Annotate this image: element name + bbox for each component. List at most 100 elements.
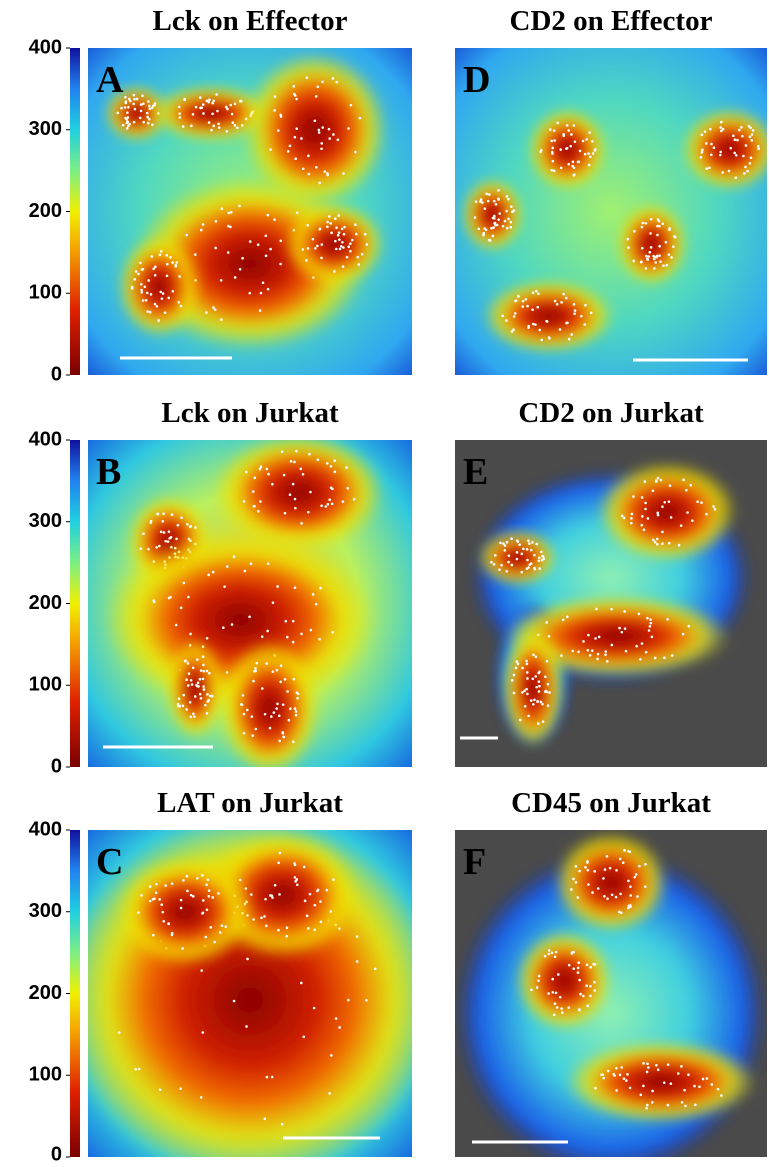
localization-dot bbox=[295, 127, 298, 130]
localization-dot bbox=[294, 876, 297, 879]
localization-dot bbox=[159, 291, 162, 294]
localization-dot bbox=[537, 292, 540, 295]
localization-dot bbox=[180, 907, 183, 910]
localization-dot bbox=[170, 536, 173, 539]
localization-dot bbox=[595, 608, 598, 611]
localization-dot bbox=[623, 610, 626, 613]
colorbar-tick-label: 100 bbox=[29, 1064, 62, 1086]
localization-dot bbox=[516, 558, 519, 561]
localization-dot bbox=[132, 103, 135, 106]
localization-dot bbox=[667, 1063, 670, 1066]
localization-dot bbox=[745, 144, 748, 147]
localization-dot bbox=[226, 108, 229, 111]
localization-dot bbox=[317, 459, 320, 462]
localization-dot bbox=[550, 140, 553, 143]
localization-dot bbox=[178, 697, 181, 700]
localization-dot bbox=[151, 124, 154, 127]
localization-dot bbox=[278, 893, 281, 896]
localization-dot bbox=[304, 900, 307, 903]
heatmap: B bbox=[88, 433, 412, 777]
localization-dot bbox=[561, 1011, 564, 1014]
localization-dot bbox=[274, 95, 277, 98]
localization-dot bbox=[203, 670, 206, 673]
localization-dot bbox=[307, 927, 310, 930]
localization-dot bbox=[720, 1094, 723, 1097]
localization-dot bbox=[253, 477, 256, 480]
localization-dot bbox=[494, 222, 497, 225]
localization-dot bbox=[315, 166, 318, 169]
localization-dot bbox=[265, 925, 268, 928]
localization-dot bbox=[719, 151, 722, 154]
localization-dot bbox=[593, 989, 596, 992]
panel-title: Lck on Effector bbox=[153, 5, 348, 37]
localization-dot bbox=[159, 1088, 162, 1091]
localization-dot bbox=[260, 465, 263, 468]
localization-dot bbox=[577, 896, 580, 899]
localization-dot bbox=[663, 1081, 666, 1084]
localization-dot bbox=[611, 644, 614, 647]
localization-dot bbox=[520, 571, 523, 574]
localization-dot bbox=[644, 885, 647, 888]
localization-dot bbox=[534, 568, 537, 571]
localization-dot bbox=[295, 98, 298, 101]
localization-dot bbox=[211, 896, 214, 899]
localization-dot bbox=[577, 161, 580, 164]
localization-dot bbox=[141, 268, 144, 271]
localization-dot bbox=[751, 133, 754, 136]
localization-dot bbox=[651, 636, 654, 639]
localization-dot bbox=[538, 975, 541, 978]
localization-dot bbox=[609, 867, 612, 870]
localization-dot bbox=[266, 468, 269, 471]
localization-dot bbox=[505, 210, 508, 213]
colorbar-tick-label: 0 bbox=[51, 755, 62, 777]
localization-dot bbox=[171, 882, 174, 885]
localization-dot bbox=[478, 228, 481, 231]
localization-dot bbox=[644, 508, 647, 511]
localization-dot bbox=[279, 852, 282, 855]
localization-dot bbox=[283, 474, 286, 477]
localization-dot bbox=[566, 124, 569, 127]
localization-dot bbox=[687, 1073, 690, 1076]
panel-title: CD2 on Jurkat bbox=[518, 397, 704, 429]
localization-dot bbox=[657, 514, 660, 517]
localization-dot bbox=[562, 134, 565, 137]
localization-dot bbox=[294, 498, 297, 501]
localization-dot bbox=[623, 1077, 626, 1080]
localization-dot bbox=[677, 1072, 680, 1075]
localization-dot bbox=[557, 973, 560, 976]
localization-dot bbox=[180, 607, 183, 610]
localization-dot bbox=[550, 169, 553, 172]
localization-dot bbox=[302, 1035, 305, 1038]
localization-dot bbox=[201, 1031, 204, 1034]
localization-dot bbox=[200, 229, 203, 232]
localization-dot bbox=[137, 273, 140, 276]
localization-dot bbox=[507, 198, 510, 201]
localization-dot bbox=[626, 1073, 629, 1076]
localization-dot bbox=[526, 559, 529, 562]
localization-dot bbox=[207, 574, 210, 577]
localization-dot bbox=[328, 498, 331, 501]
localization-dot bbox=[641, 247, 644, 250]
localization-dot bbox=[281, 1123, 284, 1126]
localization-dot bbox=[338, 231, 341, 234]
localization-dot bbox=[202, 911, 205, 914]
localization-dot bbox=[587, 883, 590, 886]
localization-dot bbox=[660, 479, 663, 482]
localization-dot bbox=[489, 239, 492, 242]
localization-dot bbox=[187, 662, 190, 665]
localization-dot bbox=[338, 1026, 341, 1029]
localization-dot bbox=[131, 287, 134, 290]
localization-dot bbox=[526, 663, 529, 666]
localization-dot bbox=[708, 166, 711, 169]
localization-dot bbox=[560, 1007, 563, 1010]
localization-dot bbox=[264, 898, 267, 901]
localization-dot bbox=[152, 934, 155, 937]
localization-dot bbox=[211, 112, 214, 115]
localization-dot bbox=[536, 700, 539, 703]
localization-dot bbox=[282, 703, 285, 706]
panel-letter: B bbox=[96, 451, 121, 493]
localization-dot bbox=[559, 328, 562, 331]
localization-dot bbox=[357, 263, 360, 266]
localization-dot bbox=[507, 218, 510, 221]
localization-dot bbox=[635, 645, 638, 648]
